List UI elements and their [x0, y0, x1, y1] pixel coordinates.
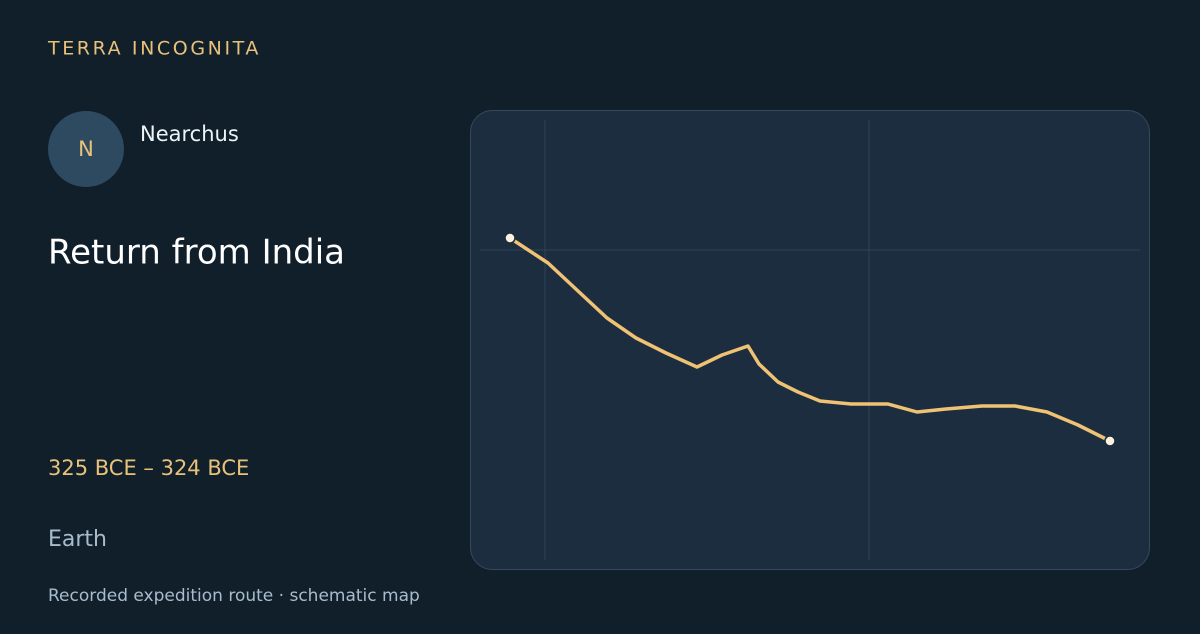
expedition-place: Earth [48, 527, 107, 552]
avatar-initial: N [78, 137, 94, 161]
route [508, 236, 1112, 443]
map-frame [470, 110, 1150, 570]
brand: TERRA INCOGNITA [47, 38, 261, 60]
expedition-title: Return from India [48, 233, 345, 273]
route-start [504, 232, 516, 244]
avatar [48, 111, 124, 187]
explorer-name: Nearchus [140, 122, 239, 146]
expedition-dates: 325 BCE – 324 BCE [48, 456, 249, 480]
map-panel [470, 110, 1150, 570]
route-end [1104, 435, 1116, 447]
footer-caption: Recorded expedition route · schematic ma… [48, 586, 420, 606]
